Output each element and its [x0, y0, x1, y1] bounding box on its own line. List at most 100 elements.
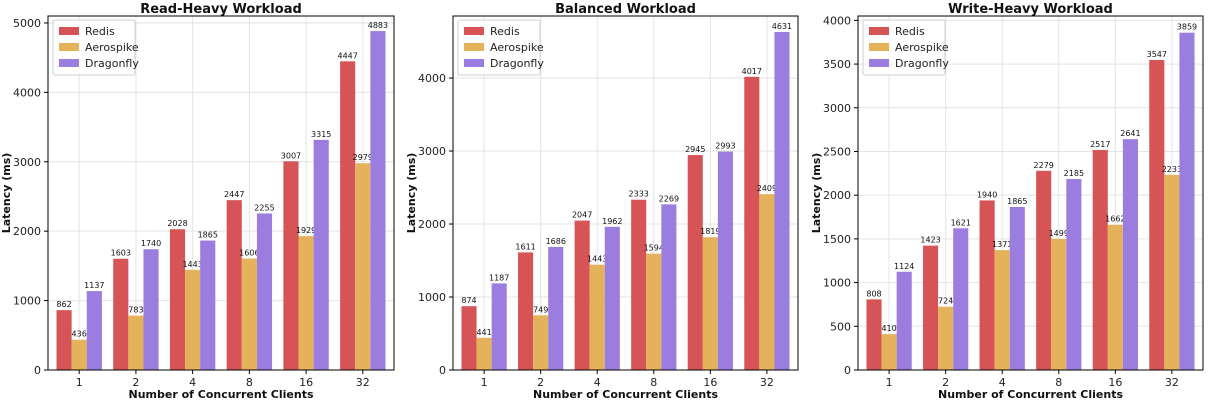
data-label: 1940	[977, 190, 997, 199]
bar-dragonfly-4	[1009, 206, 1025, 370]
data-label: 2233	[1162, 165, 1182, 174]
legend-swatch-aerospike	[59, 43, 79, 51]
data-label: 2447	[224, 190, 244, 199]
y-tick-label: 0	[34, 364, 41, 377]
data-label: 1662	[1105, 215, 1125, 224]
x-tick-label: 1	[886, 376, 893, 389]
bar-aerospike-32	[355, 163, 371, 370]
legend-swatch-dragonfly	[464, 59, 484, 67]
x-tick-label: 2	[942, 376, 949, 389]
data-label: 4017	[742, 67, 762, 76]
bar-redis-1	[56, 310, 72, 370]
data-label: 441	[476, 328, 491, 337]
data-label: 862	[56, 300, 71, 309]
data-label: 4447	[337, 51, 357, 60]
legend-label-redis: Redis	[85, 25, 115, 38]
plot-frame	[857, 15, 1204, 371]
bar-aerospike-32	[759, 194, 775, 370]
bar-aerospike-8	[646, 253, 662, 370]
legend-label-redis: Redis	[490, 25, 520, 38]
y-tick-label: 1000	[13, 295, 41, 308]
bar-aerospike-8	[241, 258, 257, 370]
data-label: 3315	[311, 130, 331, 139]
legend-label-aerospike: Aerospike	[490, 41, 544, 54]
bar-redis-32	[1149, 59, 1165, 370]
data-label: 808	[866, 289, 881, 298]
bar-dragonfly-2	[548, 246, 564, 370]
x-tick-label: 32	[356, 376, 370, 389]
data-label: 783	[128, 306, 143, 315]
bar-aerospike-4	[589, 264, 605, 370]
data-label: 874	[461, 296, 476, 305]
legend-swatch-dragonfly	[59, 59, 79, 67]
data-label: 410	[881, 324, 896, 333]
bar-redis-2	[923, 245, 939, 370]
legend-swatch-redis	[464, 27, 484, 35]
data-label: 2047	[572, 211, 592, 220]
y-tick-label: 2000	[13, 225, 41, 238]
plot-frame	[452, 15, 799, 371]
chart-title: Balanced Workload	[555, 2, 696, 17]
bar-redis-1	[866, 299, 882, 370]
bar-aerospike-8	[1051, 238, 1067, 370]
y-tick-label: 3000	[418, 145, 446, 158]
x-tick-label: 8	[1055, 376, 1062, 389]
y-tick-label: 0	[439, 364, 446, 377]
bar-aerospike-2	[938, 306, 954, 370]
legend-swatch-aerospike	[869, 43, 889, 51]
y-tick-label: 2500	[823, 145, 851, 158]
chart-title: Write-Heavy Workload	[948, 2, 1113, 17]
bar-aerospike-1	[476, 337, 492, 370]
bar-aerospike-16	[298, 236, 314, 370]
y-tick-label: 3000	[823, 102, 851, 115]
data-label: 724	[938, 297, 953, 306]
y-axis-label: Latency (ms)	[0, 153, 13, 234]
bar-redis-2	[113, 258, 129, 370]
bar-redis-32	[340, 61, 356, 371]
y-tick-label: 4000	[13, 86, 41, 99]
x-tick-label: 4	[999, 376, 1006, 389]
legend-label-dragonfly: Dragonfly	[490, 57, 544, 70]
x-tick-label: 4	[594, 376, 601, 389]
y-tick-label: 4000	[823, 14, 851, 27]
y-tick-label: 500	[830, 320, 851, 333]
data-label: 2945	[685, 145, 705, 154]
data-label: 3007	[281, 151, 301, 160]
bar-dragonfly-4	[604, 226, 620, 370]
bar-dragonfly-4	[200, 240, 216, 370]
data-label: 1819	[700, 227, 720, 236]
data-label: 2517	[1090, 140, 1110, 149]
bar-dragonfly-8	[1066, 179, 1082, 370]
data-label: 1499	[1049, 229, 1069, 238]
data-label: 1606	[239, 249, 259, 258]
chart-title: Read-Heavy Workload	[140, 2, 302, 17]
bar-dragonfly-8	[256, 213, 273, 370]
y-axis-label: Latency (ms)	[405, 153, 418, 234]
data-label: 2993	[715, 142, 735, 151]
data-label: 1443	[587, 255, 607, 264]
data-label: 1137	[84, 281, 104, 290]
legend-label-aerospike: Aerospike	[895, 41, 949, 54]
x-axis-label: Number of Concurrent Clients	[128, 388, 313, 401]
data-label: 1611	[515, 242, 535, 251]
bar-redis-4	[979, 200, 995, 370]
data-label: 2269	[659, 194, 679, 203]
bar-dragonfly-8	[661, 204, 677, 370]
data-label: 1865	[1007, 197, 1027, 206]
data-label: 1686	[546, 237, 566, 246]
legend-label-redis: Redis	[895, 25, 925, 38]
y-tick-label: 4000	[418, 72, 446, 85]
bar-dragonfly-1	[86, 291, 102, 370]
bar-redis-16	[283, 161, 299, 370]
data-label: 2279	[1034, 161, 1054, 170]
data-label: 3547	[1147, 50, 1167, 59]
legend-swatch-redis	[869, 27, 889, 35]
data-label: 1594	[644, 244, 664, 253]
data-label: 2255	[254, 203, 274, 212]
bar-aerospike-16	[702, 237, 718, 370]
bar-redis-8	[1036, 170, 1052, 370]
bar-dragonfly-16	[313, 139, 329, 370]
bar-dragonfly-16	[717, 151, 733, 370]
data-label: 1187	[489, 273, 509, 282]
legend-label-aerospike: Aerospike	[85, 41, 139, 54]
